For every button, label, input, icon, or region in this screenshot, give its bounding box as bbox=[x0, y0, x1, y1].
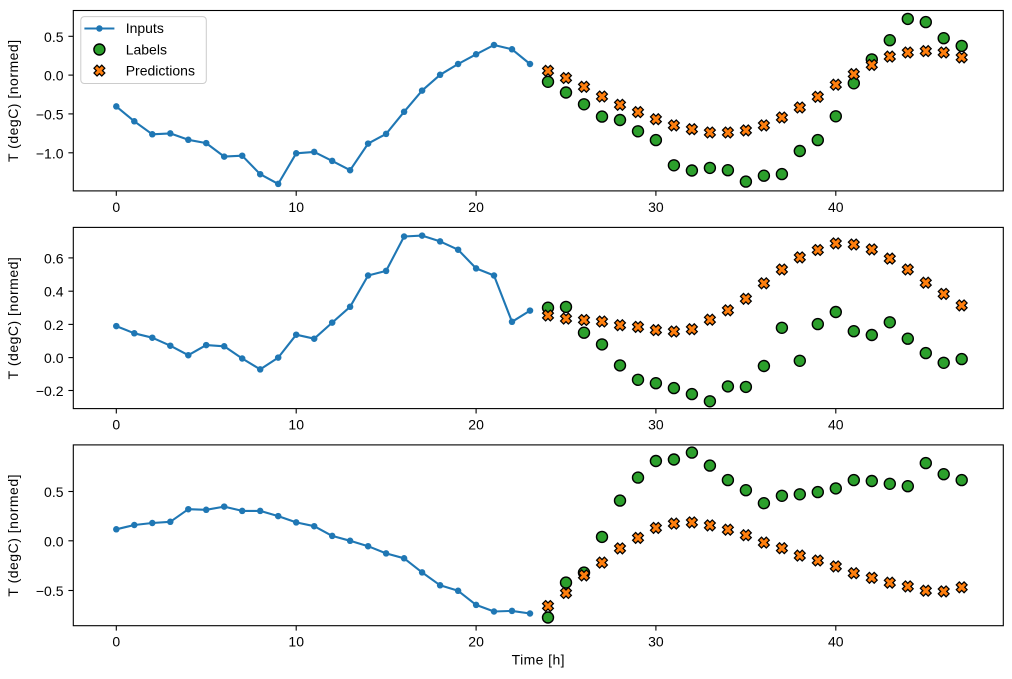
svg-text:10: 10 bbox=[288, 634, 304, 650]
svg-text:30: 30 bbox=[648, 417, 664, 433]
svg-text:Predictions: Predictions bbox=[126, 63, 195, 79]
svg-text:Labels: Labels bbox=[126, 41, 167, 57]
svg-text:20: 20 bbox=[468, 417, 484, 433]
svg-text:20: 20 bbox=[468, 199, 484, 215]
svg-text:0.5: 0.5 bbox=[44, 484, 64, 500]
svg-text:Time [h]: Time [h] bbox=[512, 651, 565, 667]
svg-text:0: 0 bbox=[112, 417, 120, 433]
svg-text:T (degC) [normed]: T (degC) [normed] bbox=[5, 39, 21, 162]
svg-text:30: 30 bbox=[648, 199, 664, 215]
svg-text:−1.0: −1.0 bbox=[36, 145, 64, 161]
svg-text:0.4: 0.4 bbox=[44, 284, 64, 300]
svg-text:0.5: 0.5 bbox=[44, 29, 64, 45]
svg-text:0.6: 0.6 bbox=[44, 250, 64, 266]
svg-text:Inputs: Inputs bbox=[126, 20, 164, 36]
svg-text:T (degC) [normed]: T (degC) [normed] bbox=[5, 474, 21, 597]
svg-text:40: 40 bbox=[828, 634, 844, 650]
svg-text:10: 10 bbox=[288, 199, 304, 215]
svg-text:−0.5: −0.5 bbox=[36, 106, 64, 122]
svg-text:0.0: 0.0 bbox=[44, 533, 64, 549]
svg-text:−0.5: −0.5 bbox=[36, 583, 64, 599]
svg-text:40: 40 bbox=[828, 417, 844, 433]
svg-text:0: 0 bbox=[112, 199, 120, 215]
svg-text:40: 40 bbox=[828, 199, 844, 215]
svg-text:0.0: 0.0 bbox=[44, 350, 64, 366]
svg-text:T (degC) [normed]: T (degC) [normed] bbox=[5, 257, 21, 380]
svg-text:−0.2: −0.2 bbox=[36, 383, 64, 399]
svg-text:0.2: 0.2 bbox=[44, 317, 64, 333]
svg-text:10: 10 bbox=[288, 417, 304, 433]
svg-text:20: 20 bbox=[468, 634, 484, 650]
svg-text:0: 0 bbox=[112, 634, 120, 650]
svg-text:0.0: 0.0 bbox=[44, 68, 64, 84]
svg-text:30: 30 bbox=[648, 634, 664, 650]
